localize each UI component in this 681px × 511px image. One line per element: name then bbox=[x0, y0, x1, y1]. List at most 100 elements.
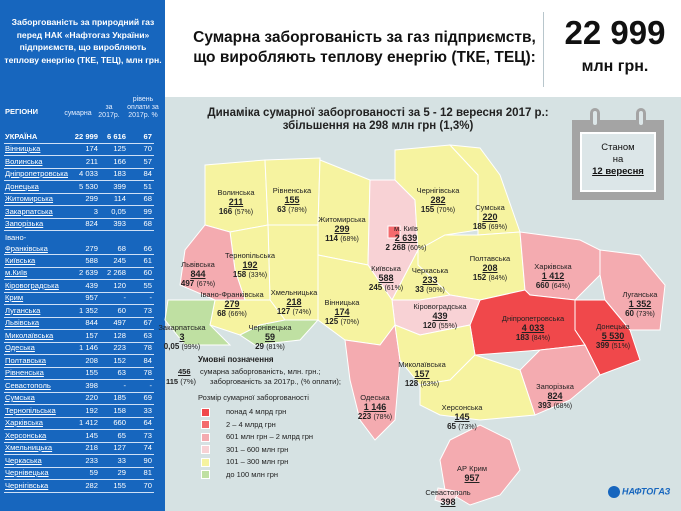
debt-2017-cell: 152 bbox=[113, 355, 126, 365]
naftogaz-logo: НАФТОГАЗ bbox=[608, 486, 670, 498]
as-of-date-value: 12 вересня bbox=[592, 166, 644, 177]
pay-level-cell: 70 bbox=[143, 144, 152, 153]
region-name: Полтавська bbox=[469, 254, 511, 263]
region-debt-2017: 245 bbox=[368, 283, 385, 292]
region-севастополь-shape bbox=[434, 487, 461, 506]
region-total-debt: 192 bbox=[242, 260, 258, 270]
region-debt-2017: 125 bbox=[324, 317, 341, 326]
pay-level-cell: 69 bbox=[143, 393, 152, 402]
total-debt-cell: 279 bbox=[85, 244, 98, 253]
region-name: Чернівецька bbox=[5, 468, 49, 477]
region-луганська-label: Луганська 1 352 60 (73%) bbox=[623, 290, 658, 319]
table-row: Чернігівська 282 155 70 bbox=[4, 480, 154, 493]
total-debt-cell: 844 bbox=[85, 318, 98, 327]
region-name: Черкаська bbox=[411, 266, 449, 275]
region-рівненська-label: Рівненська 155 63 (78%) bbox=[273, 186, 311, 215]
region-name: Сумська bbox=[5, 393, 35, 402]
region-pay-pct: (68%) bbox=[553, 403, 573, 410]
region-name: Запорізька bbox=[536, 382, 574, 391]
region-debt-2017: 399 bbox=[595, 341, 612, 350]
region-name: Дніпропетровська bbox=[5, 169, 69, 178]
debt-2017-cell: 497 bbox=[113, 318, 126, 327]
total-debt-cell: 439 bbox=[85, 280, 98, 290]
total-debt-cell: 957 bbox=[85, 293, 98, 302]
region-pay-pct: (73%) bbox=[636, 311, 655, 318]
col-pay-level: рівень оплати за 2017р. % bbox=[127, 96, 159, 119]
divider bbox=[543, 12, 544, 87]
pay-level-cell: 64 bbox=[143, 418, 152, 427]
total-debt-cell: 1 412 bbox=[78, 418, 98, 427]
region-name: Івано-Франківська bbox=[5, 233, 48, 253]
pay-level-cell: 60 bbox=[143, 268, 152, 277]
region-pay-pct: (70%) bbox=[340, 319, 360, 326]
legend-example-pct: (7%) bbox=[180, 377, 197, 386]
col-total: сумарна bbox=[64, 110, 92, 117]
region-pay-pct: (68%) bbox=[340, 236, 359, 243]
table-row: Дніпропетровська 4 033 183 84 bbox=[4, 169, 154, 181]
region-pay-pct: (66%) bbox=[228, 311, 247, 318]
region-київська-label: Київська 588 245 (61%) bbox=[369, 264, 403, 293]
region-debt-2017: 29 bbox=[255, 342, 267, 351]
region-total-debt: 3 bbox=[179, 332, 185, 342]
debt-2017-cell: 0,05 bbox=[111, 206, 126, 216]
region-pay-pct: (55%) bbox=[438, 323, 458, 330]
debt-2017-cell: 155 bbox=[113, 480, 126, 490]
region-херсонська-label: Херсонська 145 65 (73%) bbox=[442, 403, 483, 432]
legend-swatch bbox=[201, 470, 210, 480]
table-row: Івано- Франківська 279 68 66 bbox=[4, 231, 154, 255]
total-debt-cell: 145 bbox=[85, 430, 98, 440]
debt-2017-cell: 183 bbox=[113, 169, 126, 178]
table-row: Полтавська 208 152 84 bbox=[4, 355, 154, 368]
debt-2017-cell: 185 bbox=[113, 393, 126, 402]
debt-2017-cell: 128 bbox=[113, 330, 126, 340]
region-pay-pct: (69%) bbox=[488, 224, 508, 231]
debt-2017-cell: 33 bbox=[117, 455, 126, 465]
table-row: Хмельницька 218 127 74 bbox=[4, 443, 154, 455]
debt-2017-cell: 399 bbox=[113, 181, 126, 191]
region-name: Волинська bbox=[217, 188, 255, 197]
region-debt-2017: 128 bbox=[404, 379, 421, 388]
region-name: Севастополь bbox=[5, 380, 51, 390]
region-debt-2017: 114 bbox=[325, 234, 341, 243]
total-debt-cell: 220 bbox=[85, 393, 98, 402]
region-2017-line: 152 (84%) bbox=[470, 273, 510, 283]
table-title: Заборгованість за природний газ перед НА… bbox=[4, 17, 162, 65]
table-row: Запорізька 824 393 68 bbox=[4, 219, 154, 231]
as-of-on: на bbox=[612, 154, 624, 165]
header: Сумарна заборгованість за газ підприємст… bbox=[165, 0, 681, 97]
debt-2017-cell: 60 bbox=[117, 305, 126, 315]
region-2017-line: 399 (51%) bbox=[596, 341, 630, 351]
region-2017-line: 223 (78%) bbox=[358, 412, 392, 422]
region-аркрим-label: АР Крим 957 bbox=[457, 464, 487, 483]
region-name: Львівська bbox=[181, 260, 215, 269]
region-total-debt: 279 bbox=[224, 299, 240, 309]
region-дніпропетровська-label: Дніпропетровська 4 033 183 (84%) bbox=[502, 314, 564, 343]
total-debt-cell: 208 bbox=[85, 355, 98, 365]
region-total-debt: 299 bbox=[334, 224, 350, 234]
region-2017-line: 68 (66%) bbox=[200, 309, 263, 319]
pay-level-cell: 57 bbox=[143, 156, 152, 166]
pay-level-cell: 73 bbox=[143, 305, 152, 315]
region-name: Київська bbox=[5, 255, 36, 265]
region-закарпатська-label: Закарпатська 3 0,05 (99%) bbox=[158, 323, 205, 352]
region-мкиїв-label: м. Київ 2 639 2 268 (60%) bbox=[386, 224, 427, 253]
region-name: Черкаська bbox=[5, 455, 42, 465]
legend-item: 101 – 300 млн грн bbox=[201, 457, 288, 468]
region-2017-line: 65 (73%) bbox=[442, 422, 483, 432]
region-pay-pct: (84%) bbox=[488, 275, 508, 282]
calendar-ring bbox=[590, 108, 600, 128]
legend-swatch bbox=[201, 420, 210, 430]
region-pay-pct: (78%) bbox=[288, 207, 307, 214]
region-name: Київська bbox=[371, 264, 401, 273]
region-тернопільська-label: Тернопільська 192 158 (33%) bbox=[225, 251, 275, 280]
region-total-debt: 211 bbox=[228, 197, 244, 207]
legend-example-2017: 115 bbox=[166, 377, 179, 386]
table-row: Київська 588 245 61 bbox=[4, 255, 154, 268]
region-івано-франківська-label: Івано-Франківська 279 68 (66%) bbox=[200, 290, 263, 319]
region-чернігівська-label: Чернігівська 282 155 (70%) bbox=[417, 186, 460, 215]
legend-desc-total: сумарна заборгованість, млн. грн.; bbox=[200, 367, 321, 376]
total-debt-cell: 174 bbox=[85, 144, 98, 153]
region-name: м.Київ bbox=[5, 268, 28, 277]
pay-level-cell: 68 bbox=[143, 194, 152, 203]
total-debt: 22 999 bbox=[564, 14, 666, 51]
